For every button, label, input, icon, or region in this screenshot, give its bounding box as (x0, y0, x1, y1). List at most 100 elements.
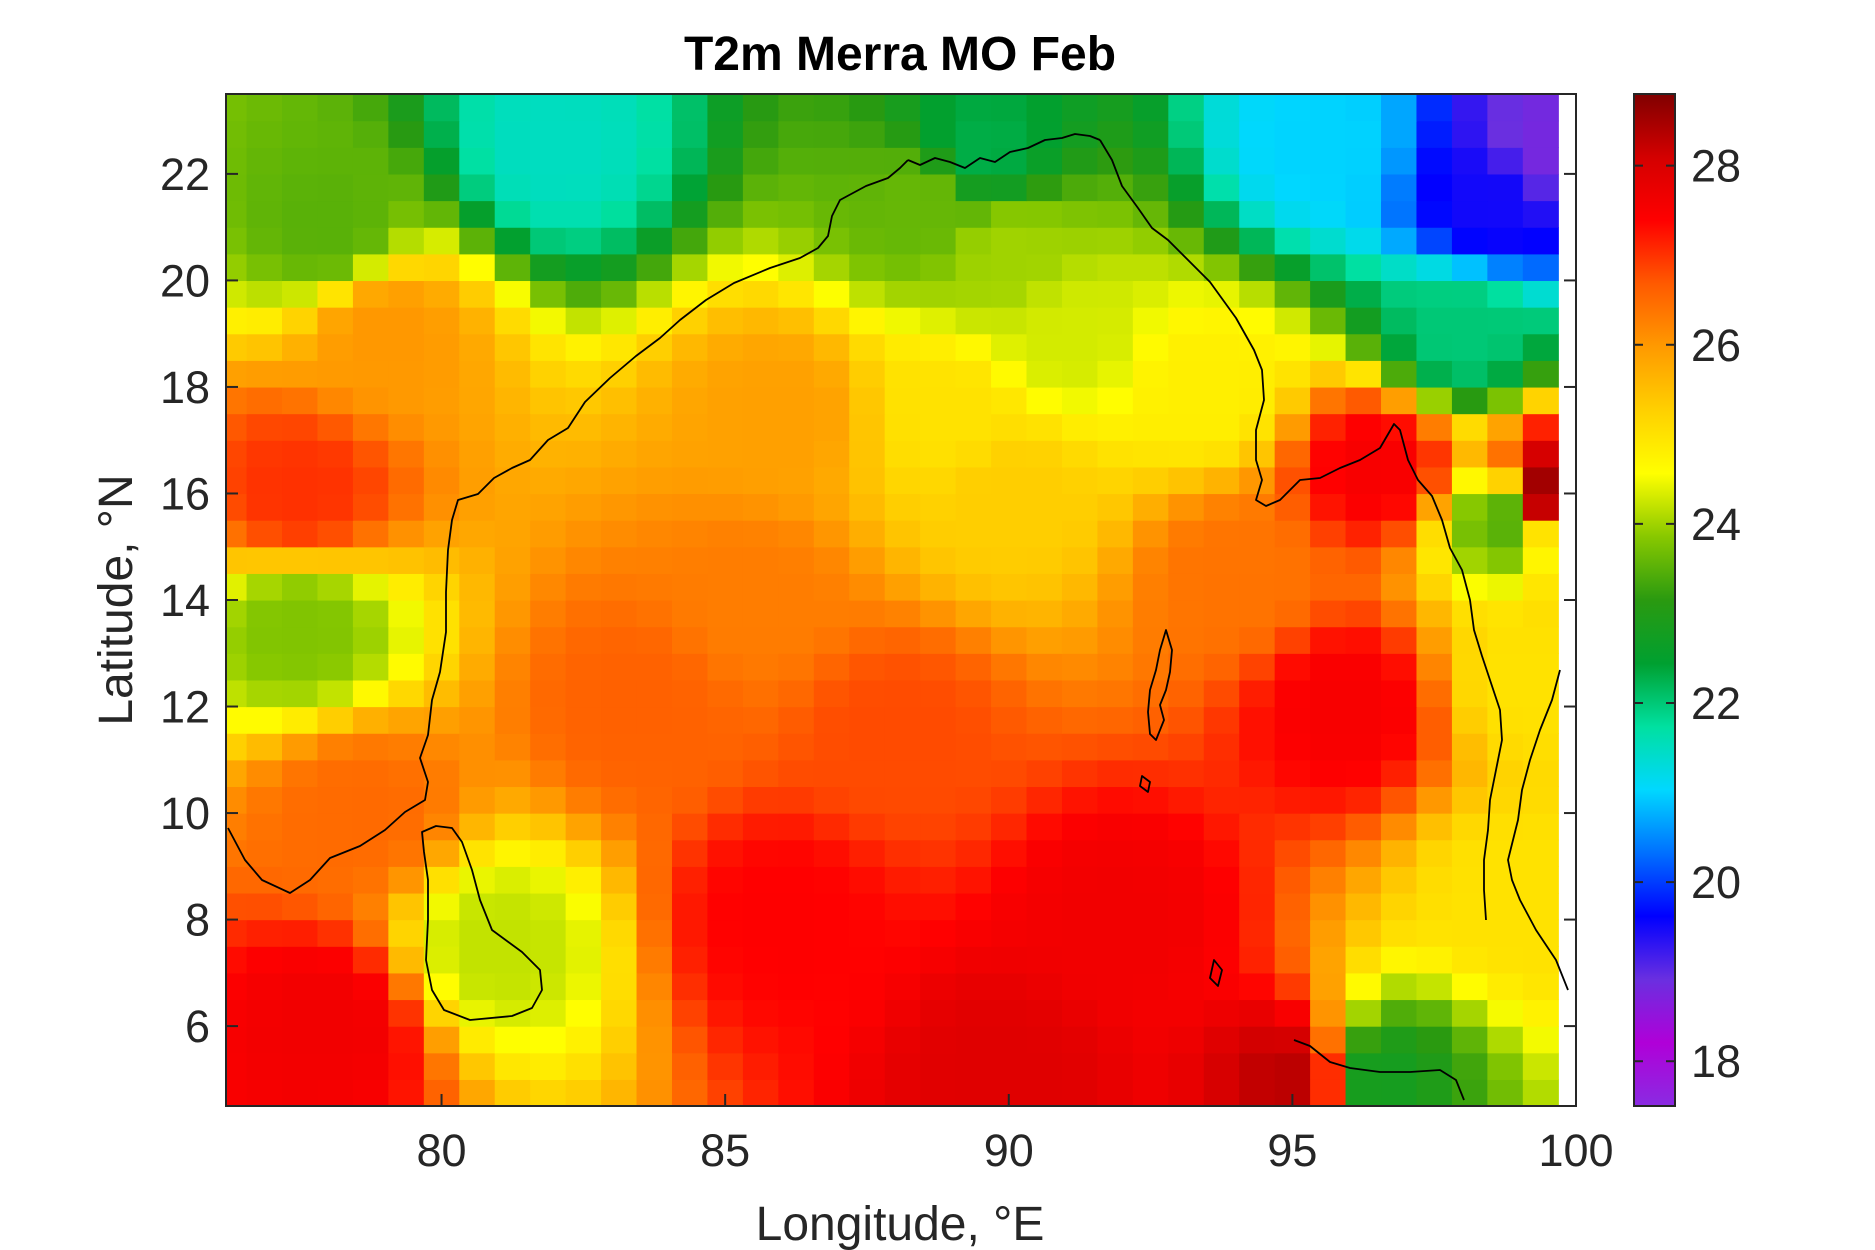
heatmap-cell (1381, 227, 1418, 255)
heatmap-cell (1310, 440, 1347, 468)
heatmap-cell (423, 386, 460, 415)
heatmap-cell (1416, 94, 1453, 122)
heatmap-cell (1168, 892, 1205, 921)
heatmap-cell (226, 706, 248, 734)
heatmap-cell (707, 466, 744, 495)
heatmap-cell (742, 440, 779, 468)
heatmap-cell (1451, 94, 1488, 122)
heatmap-cell (1522, 493, 1559, 521)
heatmap-cell (742, 999, 779, 1027)
heatmap-cell (1381, 733, 1418, 761)
heatmap-cell (671, 333, 709, 361)
heatmap-cell (1416, 360, 1453, 388)
heatmap-cell (1310, 120, 1347, 148)
heatmap-cell (1274, 573, 1311, 601)
heatmap-cell (1451, 866, 1488, 894)
heatmap-cell (1026, 227, 1063, 255)
heatmap-cell (884, 386, 921, 415)
heatmap-cell (707, 733, 744, 761)
heatmap-cell (1487, 546, 1524, 574)
heatmap-cell (1451, 440, 1488, 468)
heatmap-cell (565, 546, 602, 574)
heatmap-cell (671, 786, 709, 814)
heatmap-cell (849, 333, 886, 361)
heatmap-cell (352, 600, 389, 628)
heatmap-cell (742, 520, 779, 548)
heatmap-cell (1381, 147, 1418, 175)
heatmap-cell (388, 227, 425, 255)
heatmap-cell (530, 333, 567, 361)
heatmap-cell (1487, 493, 1524, 521)
heatmap-cell (707, 333, 744, 361)
heatmap-cell (601, 626, 638, 654)
y-axis: 6 8 10 12 14 16 18 20 22 (160, 149, 1576, 1052)
heatmap-cell (1274, 1052, 1311, 1080)
heatmap-cell (742, 280, 779, 308)
heatmap-cell (1168, 200, 1205, 228)
coastline-bengal-delta (907, 133, 1101, 169)
heatmap-cell (1345, 946, 1382, 974)
heatmap-cell (742, 413, 779, 441)
heatmap-cell (601, 386, 638, 415)
colorbar-tick-label: 18 (1691, 1036, 1741, 1087)
heatmap-cell (226, 892, 248, 921)
heatmap-cell (1203, 679, 1240, 708)
heatmap-cell (778, 253, 815, 282)
heatmap-cell (317, 520, 354, 548)
heatmap-cell (388, 919, 425, 947)
heatmap-cell (388, 120, 425, 148)
heatmap-cell (1097, 200, 1134, 228)
heatmap-cell (246, 386, 283, 415)
heatmap-cell (1274, 493, 1311, 521)
heatmap-cell (317, 386, 354, 415)
heatmap-cell (1345, 919, 1382, 947)
heatmap-cell (778, 120, 815, 148)
heatmap-cell (813, 972, 850, 1001)
heatmap-cell (1203, 173, 1240, 202)
heatmap-cell (1381, 866, 1418, 894)
heatmap-cell (707, 972, 744, 1001)
heatmap-cell (530, 733, 567, 761)
heatmap-cell (955, 892, 992, 921)
heatmap-cell (1203, 333, 1240, 361)
heatmap-cell (317, 253, 354, 282)
heatmap-cell (1168, 600, 1205, 628)
heatmap-cell (1168, 946, 1205, 974)
heatmap-cell (920, 573, 957, 601)
heatmap-cell (1451, 307, 1488, 335)
heatmap-cell (317, 679, 354, 708)
heatmap-cell (1487, 333, 1524, 361)
heatmap-cell (282, 866, 319, 894)
heatmap-cell (1381, 1026, 1418, 1054)
heatmap-cell (246, 413, 283, 441)
heatmap-cell (1310, 573, 1347, 601)
heatmap-cell (352, 173, 389, 202)
heatmap-cell (1451, 360, 1488, 388)
heatmap-cell (1097, 573, 1134, 601)
heatmap-cell (317, 706, 354, 734)
heatmap-cell (282, 253, 319, 282)
heatmap-cell (494, 493, 531, 521)
heatmap-cell (352, 786, 389, 814)
heatmap-cell (1345, 1079, 1382, 1107)
heatmap-cell (991, 999, 1028, 1027)
heatmap-cell (494, 360, 531, 388)
heatmap-cell (1061, 280, 1098, 308)
heatmap-cell (317, 866, 354, 894)
heatmap-cell (282, 999, 319, 1027)
heatmap-cell (1168, 360, 1205, 388)
heatmap-cell (636, 679, 673, 708)
heatmap-cell (1168, 94, 1205, 122)
heatmap-cell (1416, 173, 1453, 202)
heatmap-cell (813, 600, 850, 628)
heatmap-cell (920, 546, 957, 574)
heatmap-cell (246, 1079, 283, 1107)
heatmap-cell (565, 280, 602, 308)
heatmap-cell (352, 200, 389, 228)
heatmap-cell (601, 440, 638, 468)
heatmap-cell (1097, 173, 1134, 202)
heatmap-cell (1310, 1079, 1347, 1107)
heatmap-cell (246, 280, 283, 308)
coastline-nicobar (1139, 775, 1223, 987)
heatmap-cell (1310, 280, 1347, 308)
